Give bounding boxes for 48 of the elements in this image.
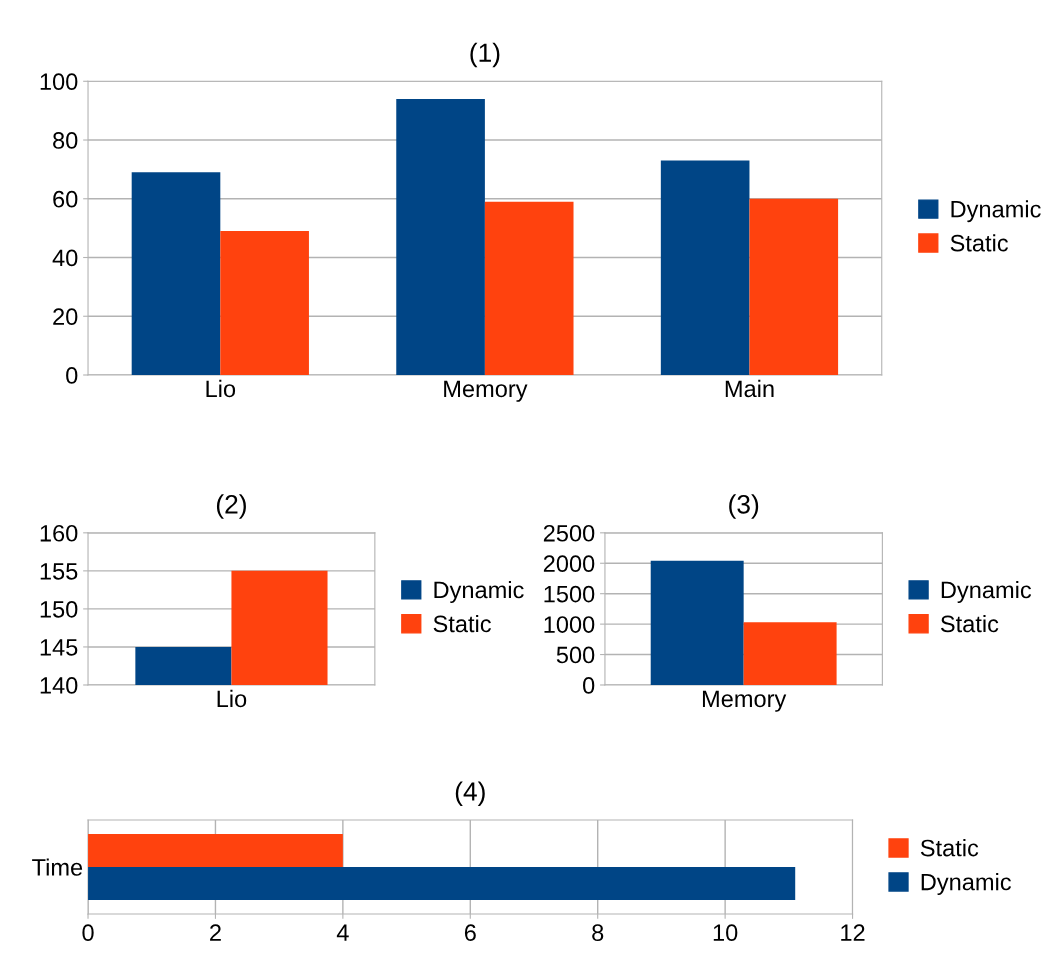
chart-title: (1) [470, 42, 500, 68]
y-tick-label: 60 [53, 190, 78, 208]
y-tick-label: 40 [52, 249, 78, 267]
y-tick-label: 140 [40, 677, 78, 694]
y-tick-label: 20 [53, 308, 78, 326]
bar [131, 172, 221, 375]
y-tick-label: 150 [40, 600, 78, 618]
x-tick-label: 0 [82, 924, 94, 942]
x-tick-label: 4 [336, 924, 349, 941]
x-tick-label: Main [725, 379, 774, 398]
legend-label: Static [433, 614, 491, 633]
x-tick-label: 2 [210, 924, 221, 941]
legend-label: Static [920, 839, 979, 857]
y-tick-label: 0 [583, 677, 595, 694]
x-tick-label: Lio [206, 379, 236, 398]
x-tick-label: 12 [841, 924, 865, 941]
y-tick-label: 80 [53, 132, 78, 149]
bar [749, 198, 839, 375]
bar [484, 201, 574, 375]
bar [660, 160, 750, 375]
bar [396, 98, 485, 375]
y-tick-label: Time [32, 858, 83, 876]
legend-label: Dynamic [941, 580, 1032, 603]
y-tick-label: 1500 [544, 585, 595, 603]
y-tick-label: 2000 [543, 555, 595, 573]
y-tick-label: 145 [40, 639, 78, 656]
legend-label: Dynamic [921, 873, 1011, 896]
y-tick-label: 155 [40, 563, 78, 580]
chart-title: (3) [729, 494, 759, 519]
legend-label: Static [950, 234, 1008, 252]
x-tick-label: Lio [217, 689, 247, 708]
x-tick-label: 8 [592, 924, 604, 942]
x-tick-label: 10 [713, 924, 738, 942]
y-tick-label: 500 [556, 646, 595, 664]
chart-title: (4) [455, 781, 485, 807]
y-tick-label: 0 [66, 367, 78, 384]
x-tick-label: Memory [444, 380, 528, 402]
x-tick-label: Memory [702, 690, 787, 712]
y-tick-label: 100 [40, 73, 78, 91]
legend-label: Static [940, 614, 999, 633]
y-tick-label: 2500 [543, 524, 595, 542]
bar [220, 231, 309, 375]
y-tick-label: 1000 [544, 616, 595, 633]
chart-title: (2) [216, 494, 246, 519]
y-tick-label: 160 [40, 524, 78, 542]
legend-label: Dynamic [434, 580, 524, 603]
x-tick-label: 6 [464, 924, 476, 942]
legend-label: Dynamic [951, 200, 1041, 223]
